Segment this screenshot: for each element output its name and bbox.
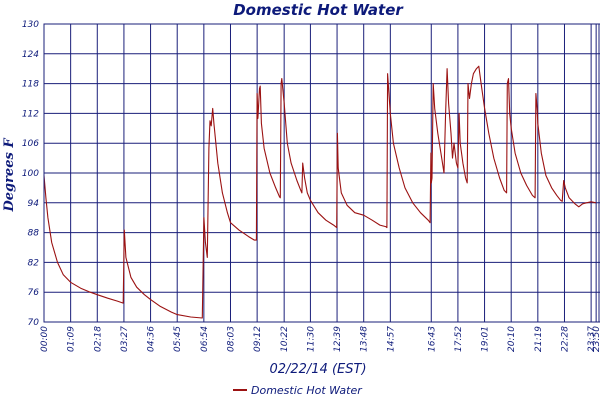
- y-tick-label: 76: [28, 288, 40, 298]
- x-tick-label: 19:01: [481, 326, 491, 352]
- x-tick-label: 14:57: [386, 326, 396, 352]
- y-tick-label: 88: [28, 229, 40, 239]
- y-tick-label: 82: [28, 258, 40, 268]
- legend: Domestic Hot Water: [233, 384, 363, 397]
- x-tick-label: 09:12: [253, 326, 263, 352]
- x-tick-label: 00:00: [40, 326, 50, 352]
- y-tick-label: 100: [22, 169, 39, 179]
- y-tick-label: 94: [28, 199, 40, 209]
- y-tick-label: 124: [22, 50, 39, 60]
- x-tick-label: 20:10: [507, 326, 517, 352]
- chart-title: Domestic Hot Water: [233, 1, 404, 19]
- x-axis-label: 02/22/14 (EST): [269, 362, 366, 377]
- x-tick-label: 05:45: [173, 326, 183, 352]
- x-tick-label: 06:54: [200, 326, 210, 352]
- x-tick-label: 17:52: [454, 326, 464, 352]
- x-tick-label: 12:39: [333, 326, 343, 352]
- x-tick-label: 23:37: [587, 326, 597, 352]
- plot-frame: [43, 23, 600, 323]
- x-tick-label: 02:18: [93, 326, 103, 352]
- series-line-domestic-hot-water: [43, 65, 597, 319]
- y-tick-label: 106: [22, 139, 39, 149]
- x-tick-label: 08:03: [226, 326, 236, 352]
- y-tick-label: 130: [22, 20, 39, 30]
- x-tick-label: 22:28: [560, 326, 570, 352]
- x-tick-label: 21:19: [534, 326, 544, 352]
- y-tick-label: 118: [22, 80, 39, 90]
- x-tick-label: 23:50: [592, 326, 600, 352]
- x-tick-label: 13:48: [360, 326, 370, 352]
- y-tick-label: 70: [28, 318, 40, 328]
- x-tick-label: 01:09: [67, 326, 77, 352]
- y-axis-label: Degrees F: [2, 138, 17, 213]
- x-tick-label: 11:30: [306, 326, 316, 352]
- x-tick-label: 03:27: [120, 326, 130, 352]
- x-axis-ticks: 00:00 01:09 02:18 03:27 04:36 05:45 06:54 08:03…: [40, 326, 600, 352]
- series-lines: [43, 65, 597, 319]
- y-axis-ticks: 70 76 82 88 94 100 106 112 118 124 130: [22, 20, 39, 328]
- y-tick-label: 112: [22, 109, 39, 119]
- legend-label: Domestic Hot Water: [251, 384, 363, 397]
- x-tick-label: 04:36: [147, 326, 157, 352]
- x-tick-label: 16:43: [427, 326, 437, 352]
- x-tick-label: 10:22: [280, 326, 290, 352]
